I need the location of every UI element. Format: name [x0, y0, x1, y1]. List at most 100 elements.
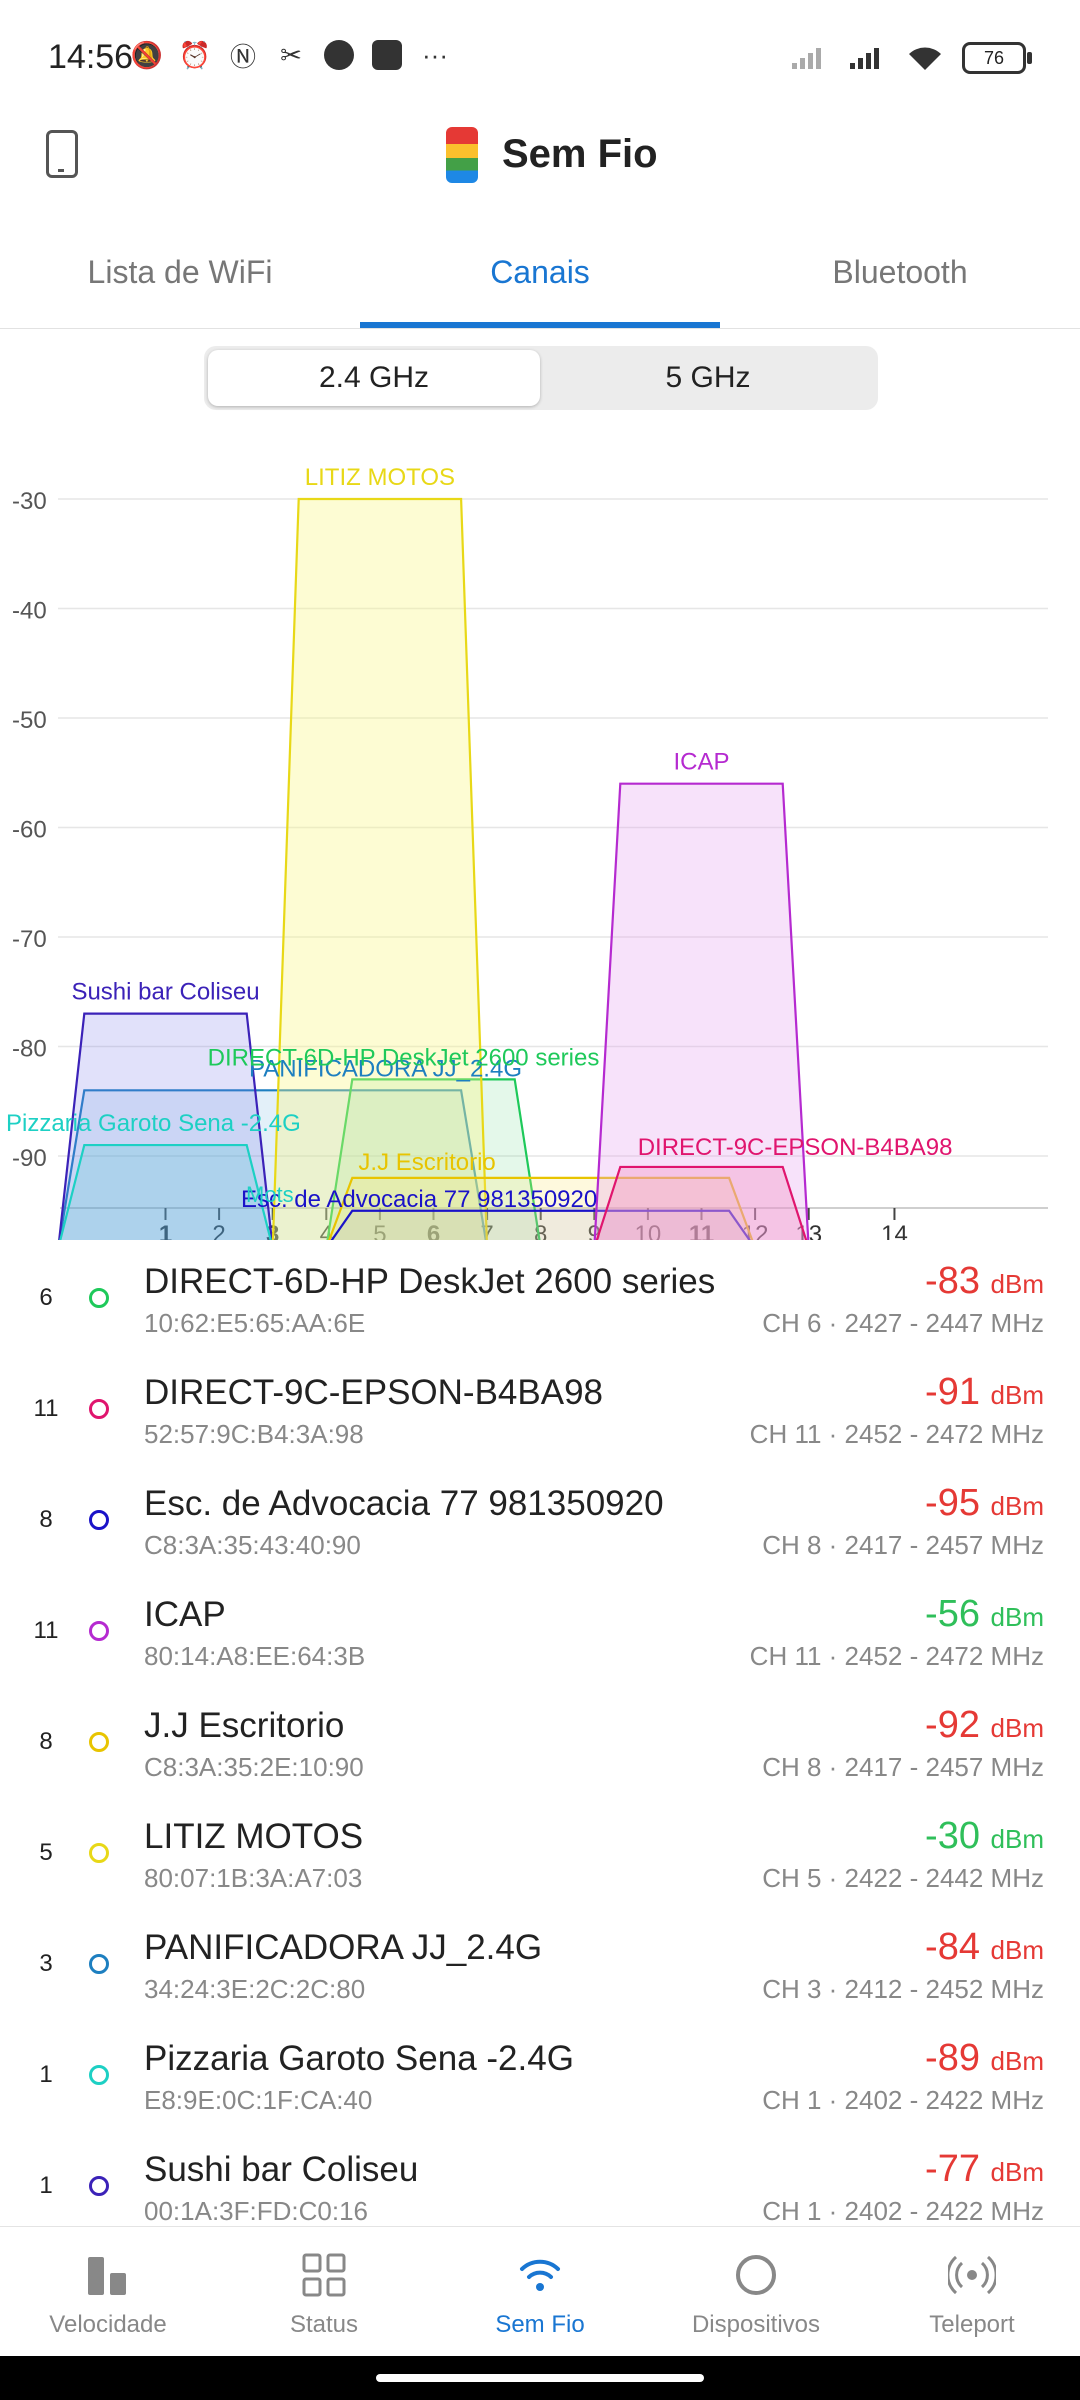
series-label: Pizzaria Garoto Sena -2.4G — [6, 1110, 301, 1137]
network-channel-info: CH 1 · 2402 - 2422 MHz — [762, 2196, 1044, 2226]
signal-unit: dBm — [990, 2046, 1044, 2076]
channel-shape — [595, 1165, 808, 1240]
network-signal: -95 dBm — [925, 1482, 1044, 1525]
network-mac: C8:3A:35:2E:10:90 — [144, 1752, 364, 1782]
status-time: 14:56 — [48, 38, 134, 76]
axis-band — [0, 1209, 1080, 1240]
channel-shape — [593, 782, 810, 1240]
channel-shape — [328, 1176, 754, 1240]
network-channel-info: CH 3 · 2412 - 2452 MHz — [762, 1974, 1044, 2004]
signal-strong-icon — [850, 48, 879, 69]
signal-unit: dBm — [990, 1824, 1044, 1854]
network-mac: 10:62:E5:65:AA:6E — [144, 1308, 366, 1338]
network-color-dot — [89, 1399, 109, 1419]
channel-shape — [58, 1012, 273, 1240]
network-row[interactable]: 6 DIRECT-6D-HP DeskJet 2600 series 10:62:E… — [0, 1250, 1080, 1361]
device-icon[interactable] — [46, 130, 78, 178]
active-tab-indicator — [360, 322, 720, 328]
network-mac: 80:07:1B:3A:A7:03 — [144, 1863, 363, 1893]
wifi-icon — [520, 2259, 560, 2291]
network-color-dot — [89, 1288, 109, 1308]
signal-value: -56 — [925, 1593, 980, 1635]
series-label: J.J Escritorio — [358, 1149, 495, 1176]
tab-bluetooth[interactable]: Bluetooth — [832, 254, 968, 290]
signal-value: -92 — [925, 1704, 980, 1746]
network-channel-info: CH 8 · 2417 - 2457 MHz — [762, 1530, 1044, 1560]
speed-bars-icon — [88, 2257, 126, 2295]
band-24ghz-button[interactable]: 2.4 GHz — [208, 350, 540, 406]
network-channel-info: CH 6 · 2427 - 2447 MHz — [762, 1308, 1044, 1338]
x-tick-label: 2 — [212, 1221, 225, 1240]
channel-shape — [330, 1209, 751, 1240]
network-signal: -83 dBm — [925, 1260, 1044, 1303]
network-row[interactable]: 8 Esc. de Advocacia 77 981350920 C8:3A:35:… — [0, 1472, 1080, 1583]
network-signal: -84 dBm — [925, 1926, 1044, 1969]
network-ssid: J.J Escritorio — [144, 1706, 345, 1745]
network-row[interactable]: 3 PANIFICADORA JJ_2.4G 34:24:3E:2C:2C:80 -8… — [0, 1916, 1080, 2027]
nav-status[interactable]: Status — [216, 2227, 432, 2357]
x-tick-label: 10 — [635, 1221, 662, 1240]
network-row[interactable]: 8 J.J Escritorio C8:3A:35:2E:10:90 -92 dBm C… — [0, 1694, 1080, 1805]
band-toggle: 2.4 GHz 5 GHz — [204, 346, 878, 410]
dot-notification-icon — [324, 40, 354, 70]
signal-value: -77 — [925, 2148, 980, 2190]
signal-unit: dBm — [990, 1935, 1044, 1965]
network-row[interactable]: 1 Sushi bar Coliseu 00:1A:3F:FD:C0:16 -77 d… — [0, 2138, 1080, 2226]
nfc-icon: Ⓝ — [229, 41, 256, 72]
nav-devices-label: Dispositivos — [691, 2311, 821, 2338]
network-signal: -89 dBm — [925, 2037, 1044, 2080]
status-bar: 14:56 🔕 ⏰ Ⓝ ✂ ··· 76 — [0, 0, 1080, 120]
x-tick-label: 6 — [427, 1221, 440, 1240]
tab-wifi-list[interactable]: Lista de WiFi — [87, 254, 273, 290]
network-signal: -91 dBm — [925, 1371, 1044, 1414]
network-row[interactable]: 5 LITIZ MOTOS 80:07:1B:3A:A7:03 -30 dBm CH 5… — [0, 1805, 1080, 1916]
network-row[interactable]: 11 ICAP 80:14:A8:EE:64:3B -56 dBm CH 11 · 24… — [0, 1583, 1080, 1694]
signal-value: -91 — [925, 1371, 980, 1413]
channel-shape — [58, 1089, 487, 1240]
page-title: Sem Fio — [502, 132, 658, 176]
channel-shape — [59, 1143, 272, 1240]
y-tick-label: -40 — [12, 598, 47, 625]
network-color-dot — [89, 1510, 109, 1530]
network-row[interactable]: 11 DIRECT-9C-EPSON-B4BA98 52:57:9C:B4:3A:9… — [0, 1361, 1080, 1472]
gesture-handle[interactable] — [376, 2374, 704, 2382]
network-mac: C8:3A:35:43:40:90 — [144, 1530, 361, 1560]
x-tick-label: 5 — [373, 1221, 386, 1240]
signal-unit: dBm — [990, 1269, 1044, 1299]
nav-wireless[interactable]: Sem Fio — [432, 2227, 648, 2357]
network-row[interactable]: 1 Pizzaria Garoto Sena -2.4G E8:9E:0C:1F:C… — [0, 2027, 1080, 2138]
channel-number: 1 — [39, 2172, 53, 2199]
series-label: Sushi bar Coliseu — [71, 979, 259, 1006]
teleport-icon — [948, 2255, 996, 2295]
series-label: DIRECT-9C-EPSON-B4BA98 — [638, 1134, 953, 1161]
y-tick-label: -30 — [12, 488, 47, 515]
system-icons: 76 — [790, 42, 1032, 74]
band-5ghz-button[interactable]: 5 GHz — [665, 361, 751, 394]
battery-icon: 76 — [962, 42, 1032, 74]
network-mac: E8:9E:0C:1F:CA:40 — [144, 2085, 373, 2115]
network-mac: 52:57:9C:B4:3A:98 — [144, 1419, 364, 1449]
network-signal: -56 dBm — [925, 1593, 1044, 1636]
tab-channels[interactable]: Canais — [490, 254, 590, 290]
inter-app-icon — [372, 40, 402, 70]
network-channel-info: CH 8 · 2417 - 2457 MHz — [762, 1752, 1044, 1782]
nav-speed[interactable]: Velocidade — [0, 2227, 216, 2357]
wifi-status-icon — [909, 47, 941, 70]
circle-icon — [736, 2255, 776, 2295]
x-tick-label: 1 — [159, 1221, 172, 1240]
network-color-dot — [89, 1621, 109, 1641]
network-ssid: Sushi bar Coliseu — [144, 2150, 419, 2189]
nav-speed-label: Velocidade — [49, 2311, 167, 2338]
nav-wireless-label: Sem Fio — [495, 2311, 585, 2338]
series-label: Esc. de Advocacia 77 981350920 — [241, 1186, 597, 1213]
channel-chart: -30-40-50-60-70-80-901234567891011121314… — [0, 464, 1080, 1240]
x-tick-label: 14 — [881, 1221, 908, 1240]
signal-unit: dBm — [990, 1713, 1044, 1743]
signal-weak-icon — [792, 48, 821, 69]
channel-number: 8 — [39, 1506, 53, 1533]
nav-devices[interactable]: Dispositivos — [648, 2227, 864, 2357]
channel-number: 11 — [33, 1395, 59, 1422]
nav-teleport[interactable]: Teleport — [864, 2227, 1080, 2357]
y-tick-label: -90 — [12, 1145, 47, 1172]
network-ssid: DIRECT-6D-HP DeskJet 2600 series — [144, 1262, 716, 1301]
